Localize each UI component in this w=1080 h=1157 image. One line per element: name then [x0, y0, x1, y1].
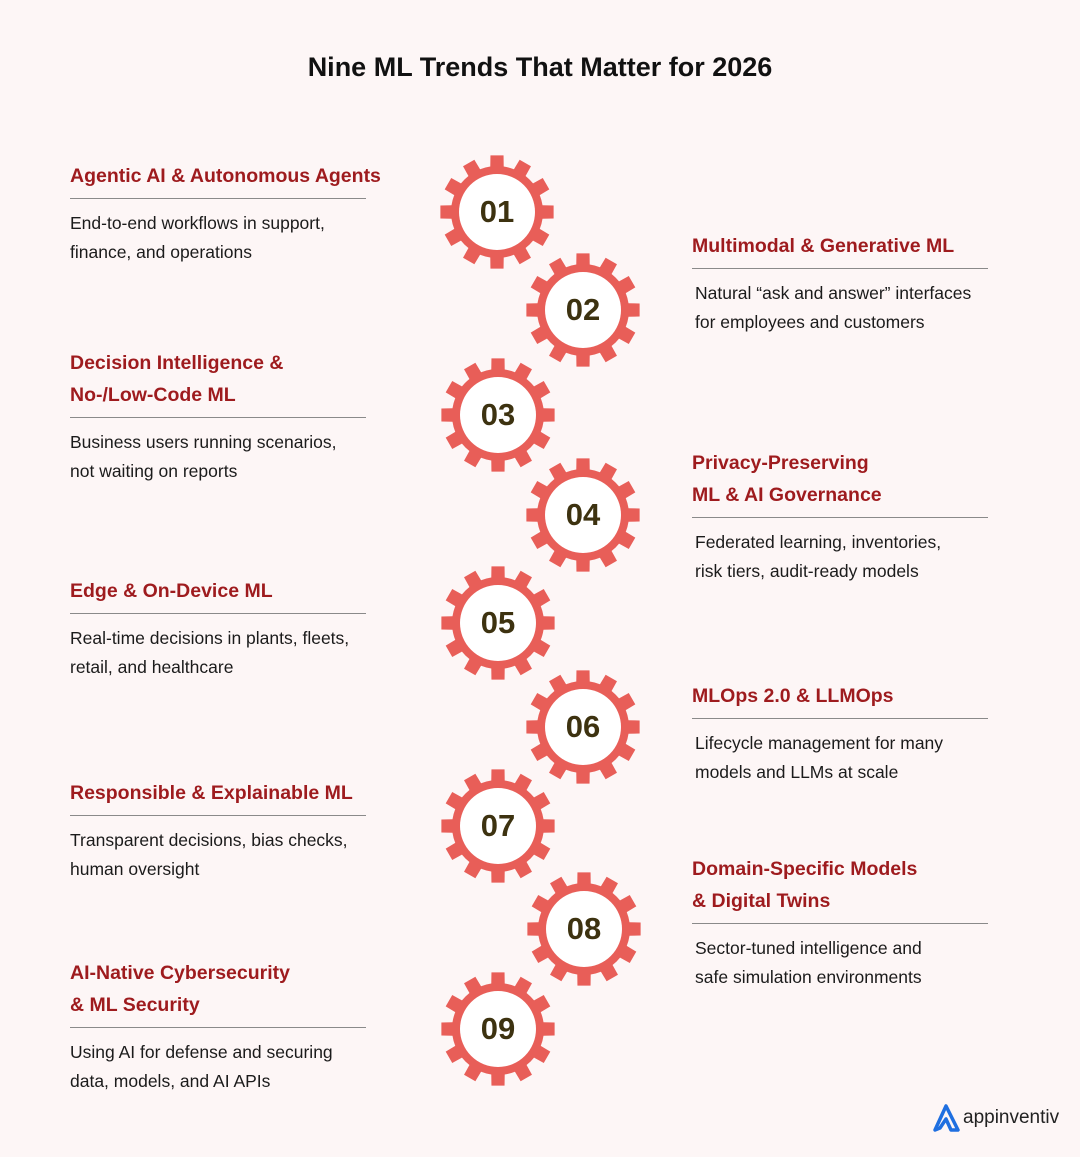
trend-description-line: Business users running scenarios,	[70, 432, 337, 452]
trend-number: 06	[565, 709, 601, 744]
gear-icon	[526, 253, 640, 367]
trend-heading-line: ML & AI Governance	[692, 484, 882, 506]
gear-icon	[526, 670, 640, 784]
trend-number: 02	[565, 292, 601, 327]
gear-05: 05	[438, 563, 558, 683]
logo-mark-icon	[933, 1104, 960, 1132]
trend-heading-line: No-/Low-Code ML	[70, 384, 236, 406]
trend-heading: Domain-Specific Models & Digital Twins	[692, 853, 988, 924]
gear-07: 07	[438, 766, 558, 886]
trend-item: MLOps 2.0 & LLMOps Lifecycle management f…	[692, 680, 992, 787]
trend-heading: AI-Native Cybersecurity & ML Security	[70, 957, 366, 1028]
trend-heading: Responsible & Explainable ML	[70, 777, 366, 816]
trend-item: AI-Native Cybersecurity & ML Security Usin…	[70, 957, 400, 1096]
trend-heading: Privacy-Preserving ML & AI Governance	[692, 447, 988, 518]
trend-heading-line: Multimodal & Generative ML	[692, 235, 955, 257]
trend-description-line: Transparent decisions, bias checks,	[70, 830, 348, 850]
gear-03: 03	[438, 355, 558, 475]
trend-item: Multimodal & Generative ML Natural “ask a…	[692, 230, 992, 337]
trend-description-line: Lifecycle management for many	[695, 733, 944, 753]
trend-number: 05	[480, 605, 516, 640]
trend-heading-line: Edge & On-Device ML	[70, 580, 273, 602]
gear-09: 09	[438, 969, 558, 1089]
trend-heading-line: Privacy-Preserving	[692, 452, 869, 474]
trend-description-line: Natural “ask and answer” interfaces	[695, 283, 972, 303]
trend-description-line: Federated learning, inventories,	[695, 532, 942, 552]
trend-item: Domain-Specific Models & Digital Twins Sec…	[692, 853, 992, 992]
gear-06: 06	[523, 667, 643, 787]
gear-icon	[441, 358, 555, 472]
trend-description: Sector-tuned intelligence and safe simula…	[692, 934, 992, 992]
trend-number: 01	[479, 194, 515, 229]
gear-icon	[441, 972, 555, 1086]
trend-item: Agentic AI & Autonomous Agents End-to-end…	[70, 160, 400, 267]
trend-heading-line: AI-Native Cybersecurity	[70, 962, 291, 984]
trend-description: Using AI for defense and securing data, m…	[70, 1038, 400, 1096]
trend-description: Lifecycle management for many models and …	[692, 729, 992, 787]
trend-description-line: Real-time decisions in plants, fleets,	[70, 628, 350, 648]
gear-icon	[440, 155, 554, 269]
trend-heading-line: & Digital Twins	[692, 890, 831, 912]
trend-description-line: retail, and healthcare	[70, 657, 234, 677]
gear-04: 04	[523, 455, 643, 575]
trend-description-line: not waiting on reports	[70, 461, 238, 481]
gear-icon	[441, 566, 555, 680]
trend-heading-line: Responsible & Explainable ML	[70, 782, 353, 804]
gear-01: 01	[437, 152, 557, 272]
trend-heading-line: Agentic AI & Autonomous Agents	[70, 165, 381, 187]
trend-description-line: End-to-end workflows in support,	[70, 213, 325, 233]
trend-description-line: models and LLMs at scale	[695, 762, 899, 782]
trend-item: Decision Intelligence & No-/Low-Code ML Bu…	[70, 347, 400, 486]
trend-heading-line: & ML Security	[70, 994, 200, 1016]
trend-heading-line: Domain-Specific Models	[692, 858, 918, 880]
trend-description-line: risk tiers, audit-ready models	[695, 561, 919, 581]
trend-item: Privacy-Preserving ML & AI Governance Fede…	[692, 447, 992, 586]
gear-08: 08	[524, 869, 644, 989]
appinventiv-logo: appinventiv	[932, 1104, 1059, 1132]
trend-description-line: for employees and customers	[695, 312, 925, 332]
trend-description: Transparent decisions, bias checks, human…	[70, 826, 400, 884]
trend-description-line: Sector-tuned intelligence and	[695, 938, 922, 958]
trend-description: Natural “ask and answer” interfaces for e…	[692, 279, 992, 337]
trend-heading: Multimodal & Generative ML	[692, 230, 988, 269]
trend-number: 08	[566, 911, 602, 946]
trend-description: Federated learning, inventories, risk tie…	[692, 528, 992, 586]
gear-icon	[441, 769, 555, 883]
gear-02: 02	[523, 250, 643, 370]
trend-heading: MLOps 2.0 & LLMOps	[692, 680, 988, 719]
trend-number: 09	[480, 1011, 516, 1046]
trend-heading: Agentic AI & Autonomous Agents	[70, 160, 381, 199]
trend-heading-line: Decision Intelligence &	[70, 352, 284, 374]
trend-heading-line: MLOps 2.0 & LLMOps	[692, 685, 894, 707]
trend-item: Edge & On-Device ML Real-time decisions i…	[70, 575, 400, 682]
trend-item: Responsible & Explainable ML Transparent …	[70, 777, 400, 884]
trend-description: Real-time decisions in plants, fleets, re…	[70, 624, 400, 682]
trend-description: Business users running scenarios, not wai…	[70, 428, 400, 486]
page-title: Nine ML Trends That Matter for 2026	[307, 52, 773, 82]
trend-description-line: data, models, and AI APIs	[70, 1071, 271, 1091]
trend-number: 04	[565, 497, 601, 532]
trend-description-line: human oversight	[70, 859, 200, 879]
logo-text: appinventiv	[963, 1107, 1060, 1128]
trend-description-line: finance, and operations	[70, 242, 252, 262]
gear-icon	[527, 872, 641, 986]
trend-number: 07	[480, 808, 516, 843]
trend-description-line: Using AI for defense and securing	[70, 1042, 333, 1062]
trend-heading: Edge & On-Device ML	[70, 575, 366, 614]
trend-number: 03	[480, 397, 516, 432]
trend-description: End-to-end workflows in support, finance,…	[70, 209, 400, 267]
trend-description-line: safe simulation environments	[695, 967, 922, 987]
gear-icon	[526, 458, 640, 572]
trend-heading: Decision Intelligence & No-/Low-Code ML	[70, 347, 366, 418]
